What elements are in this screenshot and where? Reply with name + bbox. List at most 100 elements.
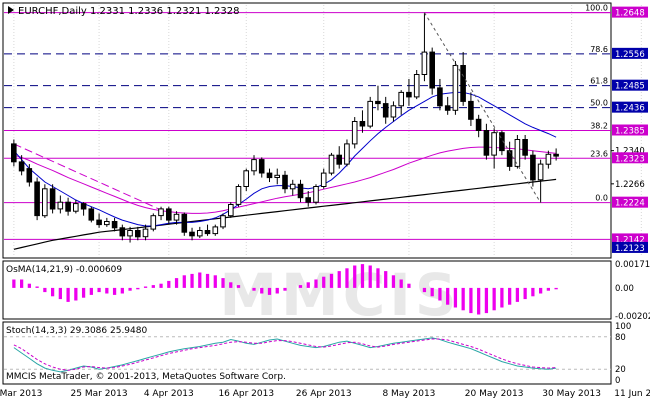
candle-body	[514, 139, 521, 167]
candle-body	[313, 186, 319, 203]
candle-body	[545, 153, 552, 165]
stoch-axis-label: 80	[615, 333, 626, 343]
candle-body	[398, 91, 404, 107]
candle-body	[522, 139, 528, 156]
time-tick-label: 20 May 2013	[465, 389, 524, 399]
symbol-title: EURCHF,Daily	[18, 6, 87, 17]
time-tick-label: 13 Mar 2013	[0, 389, 42, 399]
candle-body	[150, 215, 157, 230]
time-axis: 13 Mar 2013 25 Mar 2013 4 Apr 2013 16 Apr 2…	[0, 389, 650, 399]
fib-level-label: 0.0	[595, 194, 608, 203]
candle-body	[119, 227, 126, 237]
fib-level-label: 100.0	[585, 4, 608, 13]
candle-body	[406, 91, 412, 98]
candle-body	[413, 74, 420, 98]
stoch-title: Stoch(14,3,3) 29.3086 25.9480	[6, 326, 147, 336]
price-tag-label: 1.2556	[615, 50, 645, 60]
price-tag	[612, 233, 648, 245]
candle-body	[468, 100, 474, 120]
candle-body	[305, 197, 311, 203]
candle-body	[220, 215, 226, 228]
candle-body	[11, 143, 17, 163]
candle-body	[18, 161, 25, 172]
price-tag-label: 1.2123	[615, 244, 645, 254]
candle-body	[475, 118, 482, 132]
candle-body	[73, 203, 79, 212]
candle-body	[460, 65, 466, 102]
fib-level-label: 38.2	[590, 122, 608, 131]
candle-body	[530, 154, 536, 181]
osma-histogram: 0.0017150 0.00 -0.00202	[12, 260, 650, 322]
osma-axis-label: 0.0017150	[615, 260, 650, 270]
price-axis: 1.2648 1.2556 1.2485 1.2436 1.2385 1.23401.23…	[611, 6, 648, 254]
candle-body	[189, 231, 195, 237]
fib-level-label: 23.6	[590, 149, 608, 158]
osma-title: OsMA(14,21,9) -0.000609	[6, 265, 122, 275]
candle-body	[483, 130, 490, 156]
candle-body	[491, 132, 497, 156]
fib-level-label: 61.8	[590, 77, 608, 86]
price-tag	[612, 124, 648, 136]
candle-body	[444, 105, 451, 111]
candle-body	[34, 181, 40, 217]
candle-body	[289, 183, 296, 190]
price-tag	[612, 241, 648, 253]
price-tag-label: 1.2436	[615, 104, 645, 114]
price-tag	[612, 47, 648, 59]
candle-body	[452, 65, 459, 111]
price-tag-label: 1.2385	[615, 127, 645, 137]
candles	[11, 12, 559, 243]
candle-body	[421, 51, 428, 75]
price-tag-label: 1.2323	[615, 154, 645, 164]
candle-body	[382, 103, 389, 118]
candle-body	[537, 163, 544, 181]
osma-axis-label: 0.00	[615, 284, 634, 294]
price-tag	[612, 101, 648, 113]
price-tick-label: 1.2266	[615, 180, 645, 190]
candle-body	[80, 203, 87, 210]
candle-body	[243, 170, 249, 188]
candle-body	[375, 100, 381, 105]
stoch-axis-label: 0	[615, 376, 620, 386]
fibonacci-levels: 100.0 78.6 61.8 50.0 38.2 23.6 0.0	[424, 4, 611, 203]
candle-body	[65, 201, 71, 212]
time-tick-label: 16 Apr 2013	[218, 389, 274, 399]
candle-body	[204, 230, 211, 235]
candle-body	[344, 143, 350, 165]
candle-body	[142, 228, 149, 238]
fib-level-label: 78.6	[590, 45, 608, 54]
stoch-signal-line	[13, 338, 557, 371]
symbol-triangle-icon	[8, 6, 14, 14]
candle-body	[336, 154, 342, 165]
candle-body	[166, 208, 172, 221]
time-tick-label: 26 Apr 2013	[296, 389, 352, 399]
fib-trend-line	[424, 12, 542, 203]
candle-body	[173, 213, 180, 221]
stoch-axis-label: 100	[615, 322, 631, 332]
stoch-panel-frame	[2, 321, 612, 385]
osma-panel-frame	[2, 260, 612, 320]
trendline	[13, 143, 170, 214]
price-tag	[612, 6, 648, 18]
time-tick-label: 4 Apr 2013	[144, 389, 194, 399]
candle-body	[88, 208, 95, 221]
osma-axis-label: -0.00202	[615, 312, 650, 322]
candle-body	[251, 159, 257, 172]
price-tag	[612, 152, 648, 164]
candle-body	[553, 153, 559, 157]
candle-body	[26, 168, 33, 183]
candle-body	[158, 208, 164, 217]
ma-mid-line	[13, 146, 557, 214]
candle-body	[320, 172, 327, 188]
candle-body	[42, 188, 48, 217]
candle-body	[297, 183, 304, 199]
candle-body	[104, 221, 110, 226]
candle-body	[235, 186, 242, 205]
candle-body	[274, 174, 280, 179]
price-tag-label: 1.2648	[615, 9, 645, 19]
price-tag-label: 1.2224	[615, 199, 645, 209]
candle-body	[359, 121, 366, 127]
